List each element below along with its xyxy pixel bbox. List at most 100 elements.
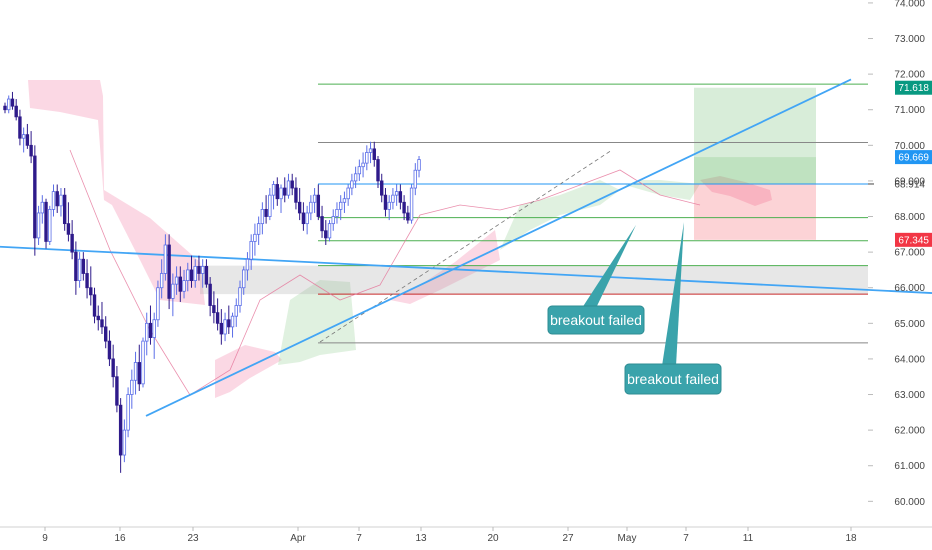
annotations[interactable]: breakout failed breakout failed <box>547 222 722 395</box>
candle-body <box>223 319 227 335</box>
candle-body <box>122 429 127 456</box>
candle-body <box>409 187 414 221</box>
candle <box>126 387 130 438</box>
candle <box>394 184 399 206</box>
candle <box>171 273 175 317</box>
candle-body <box>279 187 283 200</box>
y-tick-label: 67.000 <box>894 248 925 259</box>
candle <box>324 220 328 245</box>
cloud-bearish-1 <box>215 345 282 398</box>
trend-line-ascending <box>145 78 852 417</box>
candle <box>286 173 291 199</box>
candle-body <box>186 269 190 282</box>
candle <box>271 180 276 210</box>
candle <box>7 95 11 114</box>
y-tick-label: 61.000 <box>894 461 925 472</box>
y-tick-label: 66.000 <box>894 283 925 294</box>
candle <box>10 91 15 110</box>
candle <box>77 252 82 288</box>
candle-body <box>111 358 115 378</box>
candle-body <box>89 287 93 296</box>
candle <box>260 202 265 235</box>
candle-body <box>365 152 369 164</box>
candle <box>253 223 257 256</box>
candle <box>406 205 410 224</box>
price-tags: 71.618 69.669 68.914 67.345 <box>868 80 932 247</box>
long-position-box <box>694 87 816 240</box>
candle <box>275 177 279 206</box>
cloud-bearish-2 <box>390 230 500 304</box>
candle <box>59 188 63 217</box>
candle <box>215 298 220 331</box>
candle <box>417 156 421 178</box>
trend-lines[interactable] <box>0 78 932 417</box>
candle-body <box>324 230 328 239</box>
candle <box>111 344 115 388</box>
candle-body <box>3 105 7 111</box>
candle <box>29 131 33 164</box>
candle <box>256 216 261 245</box>
price-tag-label: 69.669 <box>898 153 929 164</box>
candle <box>141 337 145 388</box>
candle <box>357 159 362 181</box>
callout-pointer <box>582 225 636 308</box>
candle <box>18 109 22 146</box>
price-tag: 67.345 <box>895 232 932 247</box>
candle <box>148 305 153 345</box>
candle-body <box>141 340 145 385</box>
candle <box>44 198 48 249</box>
candle-body <box>305 212 309 225</box>
x-tick-label: Apr <box>290 533 306 544</box>
cloud-bearish-0 <box>28 80 205 305</box>
candle <box>312 188 317 213</box>
candle-body <box>361 162 365 168</box>
x-tick-label: 18 <box>845 533 857 544</box>
open-profit-zone <box>694 157 816 184</box>
x-tick-label: 23 <box>187 533 199 544</box>
candle <box>376 156 380 189</box>
candle <box>230 312 235 338</box>
y-tick-label: 70.000 <box>894 141 925 152</box>
candle-body <box>309 201 313 214</box>
candle <box>353 166 358 189</box>
candle <box>174 266 179 295</box>
trend-line-descending <box>0 245 932 294</box>
candle-body <box>215 312 220 324</box>
candle-body <box>338 201 343 210</box>
candle <box>227 305 231 334</box>
candle-body <box>357 166 362 175</box>
candle <box>193 259 197 288</box>
candle <box>208 277 212 317</box>
candle-body <box>283 187 287 196</box>
candle-body <box>107 340 112 360</box>
candle <box>118 398 123 473</box>
x-tick-label: 7 <box>356 533 362 544</box>
y-tick-label: 71.000 <box>894 105 925 116</box>
y-tick-label: 74.000 <box>894 0 925 9</box>
candle-body <box>48 208 52 242</box>
candle-body <box>394 191 399 196</box>
candle <box>387 195 391 221</box>
candle-body <box>145 322 149 342</box>
candle <box>33 145 37 256</box>
candle-body <box>81 258 86 274</box>
candle <box>238 280 242 313</box>
candle <box>48 205 52 245</box>
candle-body <box>96 315 100 321</box>
candle <box>368 141 373 164</box>
candle <box>290 173 294 196</box>
candle-body <box>242 269 246 289</box>
candle <box>133 351 138 395</box>
candle-body <box>398 191 403 203</box>
candle-body <box>77 258 82 281</box>
y-tick-label: 68.000 <box>894 212 925 223</box>
candle-body <box>167 244 171 299</box>
candle <box>70 220 74 260</box>
x-tick-label: May <box>618 533 637 544</box>
y-tick-label: 73.000 <box>894 34 925 45</box>
candle-body <box>74 251 78 281</box>
candle <box>145 312 149 356</box>
callout-box <box>624 363 722 395</box>
candle <box>413 163 417 196</box>
